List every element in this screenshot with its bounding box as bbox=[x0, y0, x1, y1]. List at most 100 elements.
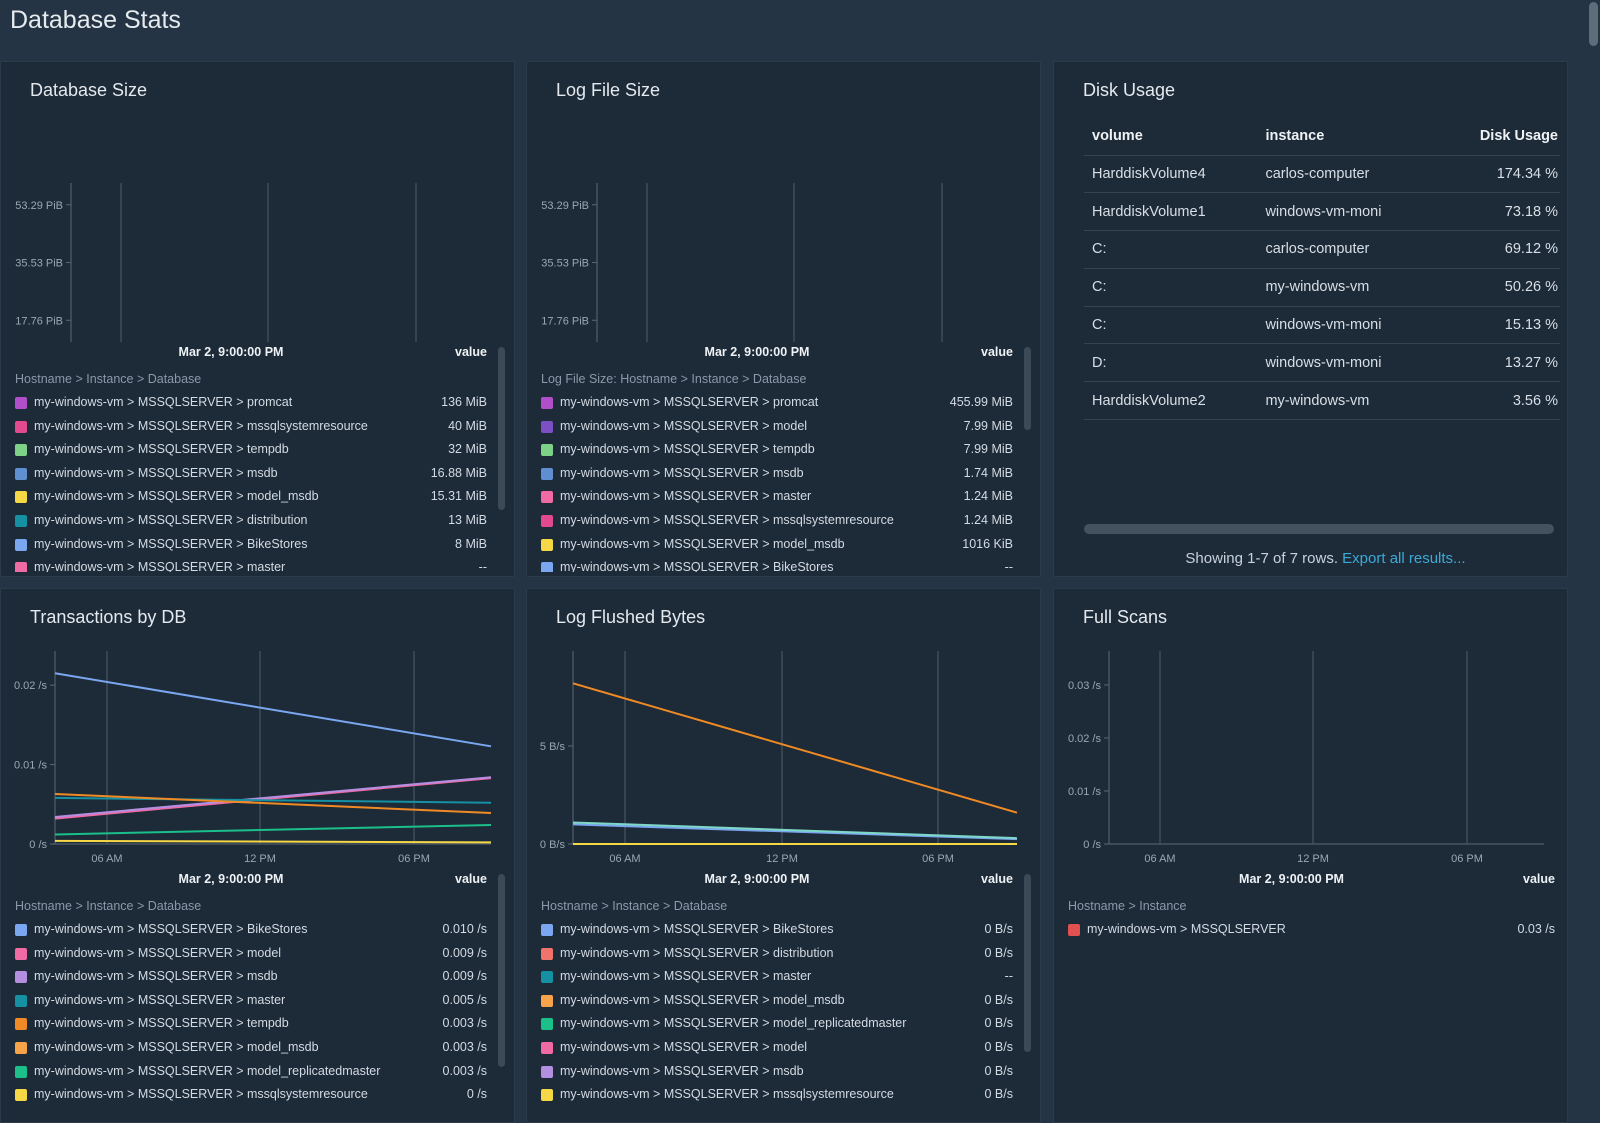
panel-title: Disk Usage bbox=[1083, 80, 1176, 100]
legend-item[interactable]: my-windows-vm > MSSQLSERVER > model_repl… bbox=[527, 1012, 1013, 1036]
legend-value: 40 MiB bbox=[448, 418, 487, 433]
legend-item[interactable]: my-windows-vm > MSSQLSERVER > model_msdb… bbox=[1, 485, 487, 509]
legend-item[interactable]: my-windows-vm > MSSQLSERVER > mssqlsyste… bbox=[1, 415, 487, 439]
cell-disk-usage: 13.27 % bbox=[1434, 343, 1560, 383]
legend-item[interactable]: my-windows-vm > MSSQLSERVER > model 0 B/s bbox=[527, 1036, 1013, 1060]
legend-label: my-windows-vm > MSSQLSERVER > BikeStores bbox=[560, 560, 834, 572]
legend-swatch bbox=[15, 514, 27, 527]
y-tick-label: 0.01 /s bbox=[1068, 786, 1102, 798]
legend-item[interactable]: my-windows-vm > MSSQLSERVER > model_repl… bbox=[1, 1060, 487, 1084]
legend-item[interactable]: my-windows-vm > MSSQLSERVER > tempdb 0.00… bbox=[1, 1012, 487, 1036]
legend-item[interactable]: my-windows-vm > MSSQLSERVER > msdb 0 B/s bbox=[527, 1060, 1013, 1084]
legend-item[interactable]: my-windows-vm > MSSQLSERVER > BikeStores… bbox=[527, 556, 1013, 572]
legend-item[interactable]: my-windows-vm > MSSQLSERVER > promcat 136… bbox=[1, 391, 487, 415]
legend-item[interactable]: my-windows-vm > MSSQLSERVER > BikeStores… bbox=[527, 918, 1013, 942]
table-header-row: volume instance Disk Usage bbox=[1084, 117, 1560, 156]
legend-scrollbar[interactable] bbox=[1024, 347, 1031, 430]
legend-item[interactable]: my-windows-vm > MSSQLSERVER > distributi… bbox=[527, 942, 1013, 966]
legend-item[interactable]: my-windows-vm > MSSQLSERVER 0.03 /s bbox=[1054, 918, 1555, 942]
legend-swatch bbox=[15, 562, 27, 572]
table-row[interactable]: C: my-windows-vm 50.26 % bbox=[1084, 268, 1560, 307]
series-line bbox=[54, 672, 492, 748]
legend-value-header: value bbox=[1523, 872, 1555, 886]
legend-item[interactable]: my-windows-vm > MSSQLSERVER > model_msdb… bbox=[527, 989, 1013, 1013]
legend-value: 136 MiB bbox=[441, 395, 487, 409]
legend-swatch bbox=[541, 491, 553, 504]
legend-item[interactable]: my-windows-vm > MSSQLSERVER > tempdb 7.99… bbox=[527, 438, 1013, 462]
legend-swatch bbox=[15, 397, 27, 409]
legend-scrollbar[interactable] bbox=[498, 874, 505, 1067]
column-header-instance[interactable]: instance bbox=[1257, 117, 1435, 156]
table-row[interactable]: C: carlos-computer 69.12 % bbox=[1084, 230, 1560, 269]
cell-disk-usage: 73.18 % bbox=[1434, 192, 1560, 232]
legend-item[interactable]: my-windows-vm > MSSQLSERVER > master 0.00… bbox=[1, 989, 487, 1013]
cell-disk-usage: 3.56 % bbox=[1434, 381, 1560, 421]
legend-label: my-windows-vm > MSSQLSERVER > tempdb bbox=[34, 442, 289, 457]
column-header-disk-usage[interactable]: Disk Usage bbox=[1434, 117, 1560, 156]
legend-item[interactable]: my-windows-vm > MSSQLSERVER > master 1.24… bbox=[527, 485, 1013, 509]
legend-item[interactable]: my-windows-vm > MSSQLSERVER > promcat 455… bbox=[527, 391, 1013, 415]
legend-item[interactable]: my-windows-vm > MSSQLSERVER > mssqlsyste… bbox=[527, 509, 1013, 533]
table-row[interactable]: HarddiskVolume2 my-windows-vm 3.56 % bbox=[1084, 381, 1560, 421]
horizontal-scrollbar[interactable] bbox=[1084, 524, 1554, 534]
legend-item[interactable]: my-windows-vm > MSSQLSERVER > BikeStores… bbox=[1, 918, 487, 942]
legend-label: my-windows-vm > MSSQLSERVER > tempdb bbox=[34, 1016, 289, 1031]
legend-item[interactable]: my-windows-vm > MSSQLSERVER > BikeStores… bbox=[1, 533, 487, 557]
chart-transactions-by-db[interactable]: 06 AM 12 PM 06 PM 0 /s 0.01 /s 0.02 /s bbox=[1, 589, 515, 869]
legend-value: 32 MiB bbox=[448, 442, 487, 457]
series-line bbox=[54, 839, 492, 844]
legend-swatch bbox=[541, 994, 553, 1007]
legend-item[interactable]: my-windows-vm > MSSQLSERVER > msdb 1.74 M… bbox=[527, 462, 1013, 486]
export-all-link[interactable]: Export all results... bbox=[1342, 550, 1466, 567]
cell-instance: windows-vm-moni bbox=[1257, 306, 1435, 345]
x-tick-label: 12 PM bbox=[766, 853, 798, 865]
legend-item[interactable]: my-windows-vm > MSSQLSERVER > msdb 0.009 … bbox=[1, 965, 487, 989]
x-tick-label: 06 PM bbox=[1451, 853, 1483, 865]
column-header-volume[interactable]: volume bbox=[1084, 117, 1258, 156]
legend-item[interactable]: my-windows-vm > MSSQLSERVER > distributi… bbox=[1, 509, 487, 533]
chart-log-flushed-bytes[interactable]: 06 AM 12 PM 06 PM 0 B/s 5 B/s bbox=[527, 589, 1041, 869]
legend-label: my-windows-vm > MSSQLSERVER > BikeStores bbox=[34, 536, 308, 551]
legend-scrollbar[interactable] bbox=[1024, 874, 1031, 1052]
y-tick-label: 53.29 PiB bbox=[15, 200, 63, 212]
table-row[interactable]: HarddiskVolume1 windows-vm-moni 73.18 % bbox=[1084, 192, 1560, 232]
cell-instance: my-windows-vm bbox=[1257, 381, 1435, 421]
y-tick-label: 0 B/s bbox=[540, 839, 566, 851]
legend-item[interactable]: my-windows-vm > MSSQLSERVER > msdb 16.88 … bbox=[1, 462, 487, 486]
legend-swatch bbox=[15, 420, 27, 433]
legend-value: 0 B/s bbox=[984, 922, 1014, 936]
legend-value: 0 B/s bbox=[984, 1016, 1014, 1031]
legend-item[interactable]: my-windows-vm > MSSQLSERVER > master -- bbox=[1, 556, 487, 572]
legend-subtitle: Hostname > Instance > Database bbox=[15, 372, 202, 386]
legend-item[interactable]: my-windows-vm > MSSQLSERVER > mssqlsyste… bbox=[1, 1083, 487, 1107]
legend-label: my-windows-vm > MSSQLSERVER > model bbox=[560, 1039, 808, 1054]
cell-volume: D: bbox=[1084, 343, 1258, 383]
legend-swatch bbox=[15, 971, 27, 984]
legend-swatch bbox=[15, 444, 27, 457]
legend-swatch bbox=[541, 562, 553, 572]
legend-item[interactable]: my-windows-vm > MSSQLSERVER > model 0.009… bbox=[1, 942, 487, 966]
y-tick-label: 0.02 /s bbox=[14, 680, 48, 692]
legend-scrollbar[interactable] bbox=[498, 347, 505, 510]
legend-label: my-windows-vm > MSSQLSERVER > distributi… bbox=[560, 945, 834, 960]
legend-swatch bbox=[541, 467, 553, 480]
page-scrollbar[interactable] bbox=[1589, 2, 1598, 46]
legend-item[interactable]: my-windows-vm > MSSQLSERVER > model 7.99 … bbox=[527, 415, 1013, 439]
rows-count-text: Showing 1-7 of 7 rows. bbox=[1185, 550, 1338, 567]
disk-usage-table: volume instance Disk Usage HarddiskVolum… bbox=[1084, 117, 1560, 421]
table-row[interactable]: C: windows-vm-moni 15.13 % bbox=[1084, 306, 1560, 345]
legend-item[interactable]: my-windows-vm > MSSQLSERVER > mssqlsyste… bbox=[527, 1083, 1013, 1107]
table-row[interactable]: D: windows-vm-moni 13.27 % bbox=[1084, 343, 1560, 383]
legend-item[interactable]: my-windows-vm > MSSQLSERVER > master -- bbox=[527, 965, 1013, 989]
legend-swatch bbox=[541, 397, 553, 409]
chart-full-scans[interactable]: 06 AM 12 PM 06 PM 0 /s 0.01 /s 0.02 /s 0.03 /s bbox=[1054, 589, 1568, 869]
legend-item[interactable]: my-windows-vm > MSSQLSERVER > tempdb 32 M… bbox=[1, 438, 487, 462]
legend-swatch bbox=[541, 1065, 553, 1078]
legend-label: my-windows-vm > MSSQLSERVER > model bbox=[560, 418, 808, 433]
legend-item[interactable]: my-windows-vm > MSSQLSERVER > model_msdb… bbox=[527, 533, 1013, 557]
table-row[interactable]: HarddiskVolume4 carlos-computer 174.34 % bbox=[1084, 155, 1560, 194]
legend-time: Mar 2, 9:00:00 PM bbox=[1239, 872, 1344, 886]
legend-item[interactable]: my-windows-vm > MSSQLSERVER > model_msdb… bbox=[1, 1036, 487, 1060]
